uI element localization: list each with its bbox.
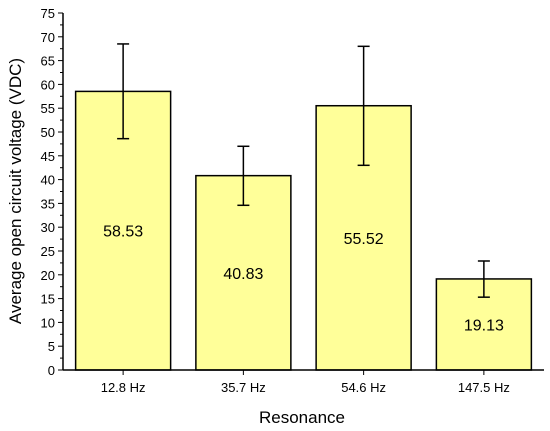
y-tick-label-14: 70 [41,30,55,45]
y-tick-label-8: 40 [41,173,55,188]
x-tick-label-0: 12.8 Hz [101,380,146,395]
y-tick-label-1: 5 [48,339,55,354]
y-tick-label-15: 75 [41,6,55,21]
error-bars-layer [117,43,490,298]
y-tick-label-4: 20 [41,268,55,283]
bar-value-label-0: 58.53 [103,224,143,241]
bar-value-label-1: 40.83 [223,266,263,283]
x-tick-label-2: 54.6 Hz [341,380,386,395]
bar-value-labels: 58.53 40.83 55.52 19.13 [103,224,504,335]
y-tick-label-10: 50 [41,125,55,140]
y-tick-label-3: 15 [41,292,55,307]
bar-value-label-3: 19.13 [464,317,504,334]
y-tick-label-5: 25 [41,244,55,259]
x-tick-label-1: 35.7 Hz [221,380,266,395]
bar-1 [195,174,292,371]
bar-value-label-2: 55.52 [344,231,384,248]
y-tick-label-12: 60 [41,77,55,92]
y-tick-label-11: 55 [41,101,55,116]
y-tick-label-7: 35 [41,196,55,211]
axes: 12.8 Hz 35.7 Hz 54.6 Hz 147.5 Hz 0 5 10 15 20 25 3… [41,6,544,395]
y-axis-title: Average open circuit voltage (VDC) [6,58,25,324]
x-axis-title: Resonance [259,408,345,427]
y-tick-label-13: 65 [41,54,55,69]
y-tick-label-9: 45 [41,149,55,164]
y-tick-label-6: 30 [41,220,55,235]
x-tick-label-3: 147.5 Hz [458,380,510,395]
bar-3 [435,278,533,371]
y-tick-label-0: 0 [48,363,55,378]
y-tick-label-2: 10 [41,315,55,330]
